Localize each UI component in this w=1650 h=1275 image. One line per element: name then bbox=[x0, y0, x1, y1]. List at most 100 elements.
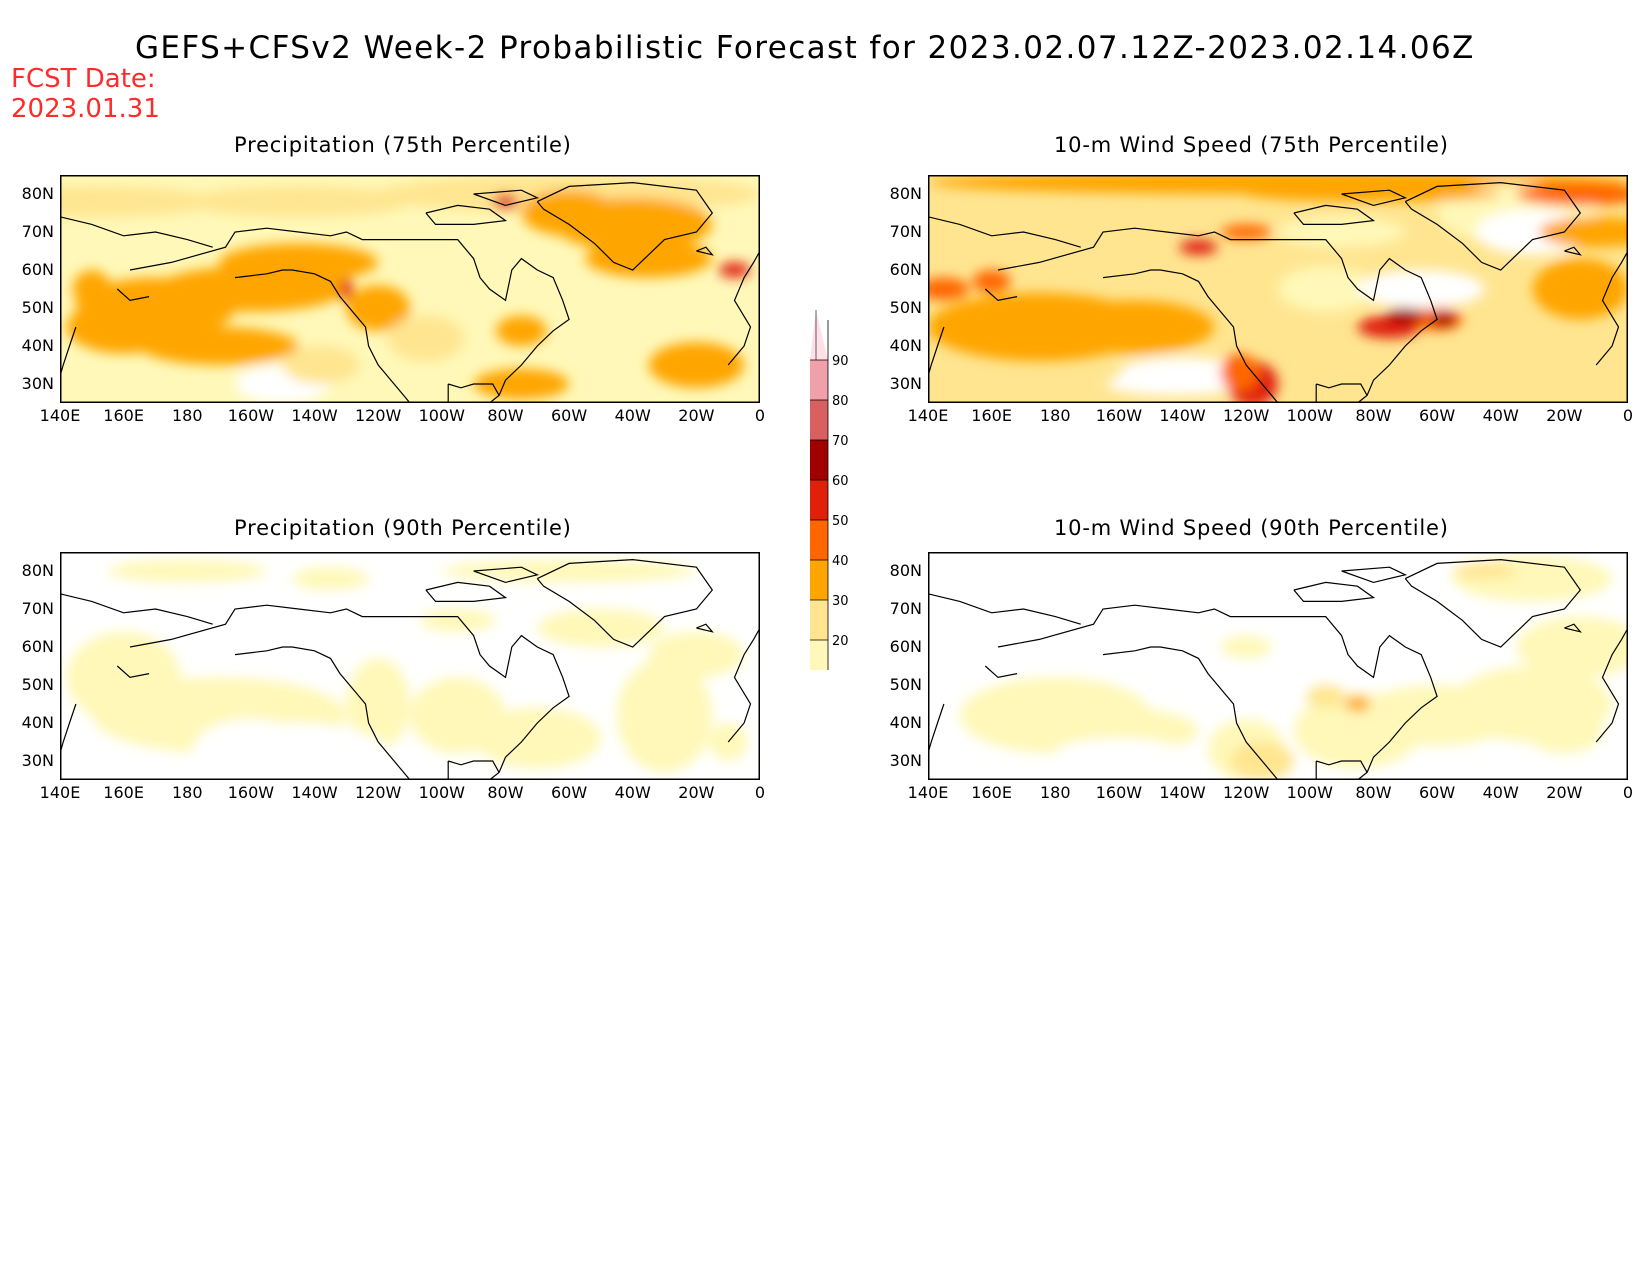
lat-tick-label: 40N bbox=[889, 336, 922, 355]
lat-tick-label: 30N bbox=[21, 374, 54, 393]
coastline bbox=[997, 227, 1438, 404]
coastline bbox=[1341, 189, 1408, 207]
lat-tick-label: 40N bbox=[21, 336, 54, 355]
lat-tick-label: 70N bbox=[889, 599, 922, 618]
shaded-region bbox=[648, 342, 745, 388]
lon-tick-label: 60W bbox=[550, 406, 588, 425]
coastline bbox=[1102, 269, 1279, 404]
colorbar-tick-label: 80 bbox=[832, 394, 849, 409]
shaded-region bbox=[1453, 555, 1613, 602]
colorbar-tick-label: 20 bbox=[832, 634, 849, 649]
fcst-date-value: 2023.01.31 bbox=[11, 94, 160, 124]
coastline bbox=[473, 189, 540, 207]
lon-tick-label: 0 bbox=[1622, 406, 1634, 425]
colorbar-swatch bbox=[810, 360, 828, 400]
map-frame bbox=[60, 552, 760, 780]
shaded-region bbox=[1306, 685, 1345, 708]
coastline bbox=[727, 250, 761, 366]
shaded-region bbox=[718, 262, 751, 278]
shaded-region bbox=[537, 609, 665, 647]
lon-tick-label: 140E bbox=[39, 783, 81, 802]
coastline bbox=[1102, 646, 1279, 781]
shaded-region bbox=[1055, 738, 1183, 769]
coastline bbox=[448, 383, 500, 396]
lon-tick-label: 120W bbox=[354, 406, 402, 425]
lon-tick-label: 120W bbox=[354, 783, 402, 802]
shaded-region bbox=[1453, 563, 1517, 579]
lon-tick-label: 100W bbox=[418, 406, 465, 425]
lon-tick-label: 140W bbox=[1159, 406, 1206, 425]
lon-tick-label: 40W bbox=[1482, 783, 1519, 802]
shaded-region bbox=[1055, 300, 1215, 354]
shaded-region bbox=[709, 723, 748, 761]
coastline bbox=[1293, 581, 1376, 602]
coastline bbox=[116, 288, 150, 302]
lon-tick-label: 0 bbox=[754, 783, 766, 802]
colorbar-swatch bbox=[810, 560, 828, 600]
colorbar-tick-label: 60 bbox=[832, 474, 849, 489]
shaded-region bbox=[441, 559, 697, 583]
map-frame bbox=[928, 552, 1628, 780]
shaded-region bbox=[1246, 186, 1501, 202]
lon-tick-label: 140E bbox=[39, 406, 81, 425]
map-panel-wind-90 bbox=[927, 552, 1644, 781]
shaded-region bbox=[585, 239, 713, 278]
shaded-region bbox=[1220, 224, 1272, 240]
shaded-region bbox=[492, 194, 519, 210]
map-panel-precip-75 bbox=[0, 175, 761, 404]
shaded-region bbox=[1106, 372, 1247, 396]
lon-tick-label: 140E bbox=[907, 783, 949, 802]
lon-tick-label: 160E bbox=[103, 783, 144, 802]
shaded-region bbox=[346, 285, 410, 331]
lon-tick-label: 160E bbox=[971, 783, 1012, 802]
coastline bbox=[116, 665, 150, 679]
coastline bbox=[1341, 566, 1408, 584]
lon-tick-label: 0 bbox=[1622, 783, 1634, 802]
lat-tick-label: 60N bbox=[21, 260, 54, 279]
map-frame bbox=[928, 175, 1628, 403]
lon-tick-label: 80W bbox=[487, 406, 524, 425]
shaded-region bbox=[1220, 635, 1272, 659]
lon-tick-label: 160W bbox=[227, 783, 275, 802]
lon-tick-label: 140E bbox=[907, 406, 949, 425]
map-svg bbox=[918, 171, 1650, 407]
lon-tick-label: 140W bbox=[1159, 783, 1206, 802]
shaded-region bbox=[1532, 258, 1628, 320]
lon-tick-label: 60W bbox=[1418, 406, 1456, 425]
shaded-region bbox=[1430, 311, 1457, 327]
coastline bbox=[1293, 204, 1376, 225]
coastline bbox=[927, 216, 1081, 248]
coastline bbox=[1316, 760, 1368, 773]
coastline bbox=[727, 627, 761, 743]
shaded-region bbox=[1516, 616, 1644, 678]
shaded-region bbox=[193, 719, 309, 780]
coastline bbox=[927, 593, 1081, 625]
lon-tick-label: 180 bbox=[171, 406, 203, 425]
colorbar-swatch bbox=[810, 640, 828, 670]
lon-tick-label: 40W bbox=[614, 783, 651, 802]
coastline bbox=[448, 760, 500, 773]
lat-tick-label: 50N bbox=[889, 298, 922, 317]
lon-tick-label: 160E bbox=[971, 406, 1012, 425]
coastline bbox=[1564, 246, 1582, 256]
coastline bbox=[1404, 181, 1582, 271]
lat-tick-label: 40N bbox=[21, 713, 54, 732]
coastline bbox=[1316, 383, 1368, 396]
shaded-region bbox=[419, 609, 496, 632]
shaded-region bbox=[1526, 707, 1603, 754]
lon-tick-label: 60W bbox=[1418, 783, 1456, 802]
lon-tick-label: 40W bbox=[614, 406, 651, 425]
shaded-region bbox=[1220, 353, 1259, 392]
coastline bbox=[1404, 558, 1582, 648]
coastline bbox=[59, 703, 77, 754]
figure-title: GEFS+CFSv2 Week-2 Probabilistic Forecast… bbox=[135, 30, 1475, 66]
shaded-region bbox=[616, 658, 713, 773]
colorbar-legend: 102030405060708090 bbox=[810, 310, 849, 670]
lon-tick-label: 180 bbox=[171, 783, 203, 802]
lon-tick-label: 180 bbox=[1039, 406, 1071, 425]
lon-tick-label: 140W bbox=[291, 783, 338, 802]
lon-tick-label: 120W bbox=[1222, 783, 1270, 802]
coastline bbox=[984, 665, 1018, 679]
lat-tick-label: 70N bbox=[21, 222, 54, 241]
coastline bbox=[536, 558, 714, 648]
